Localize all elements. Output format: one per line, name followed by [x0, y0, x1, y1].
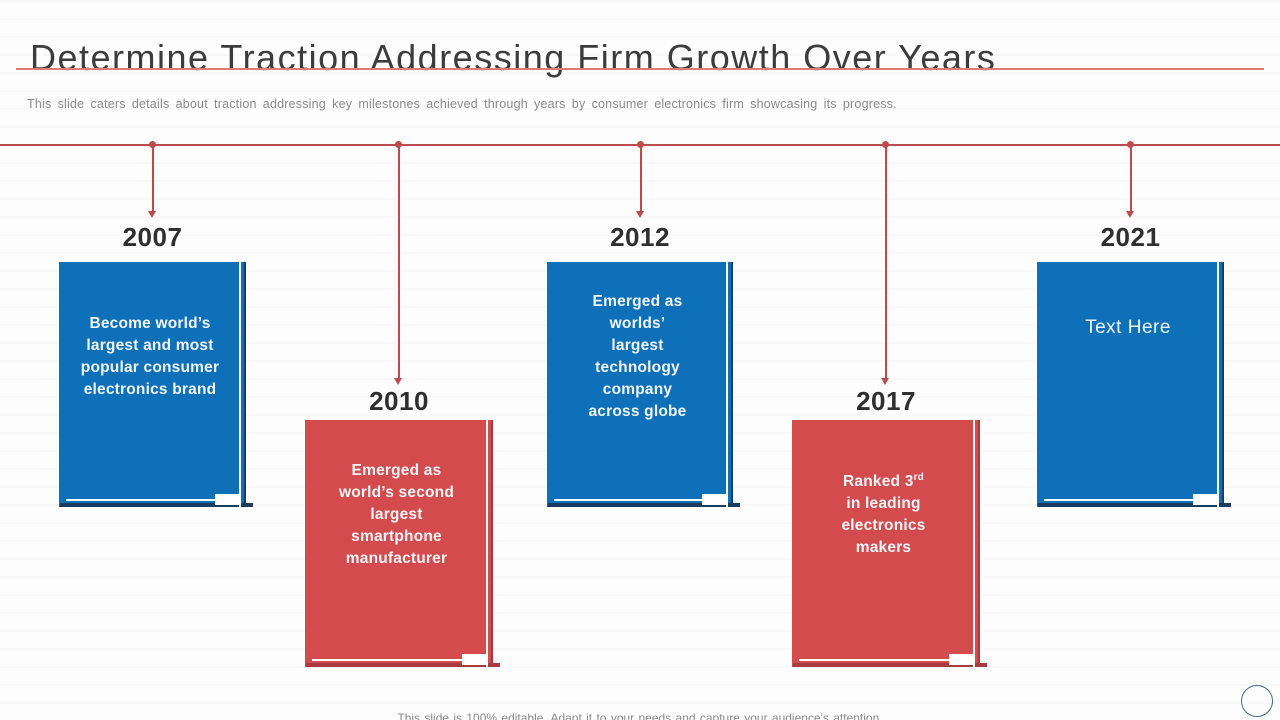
milestone-text-line: Become world’s [89, 315, 211, 332]
down-arrow-icon [636, 211, 644, 218]
card-right-edge [1222, 262, 1224, 507]
milestone-text-line: largest [611, 337, 664, 354]
card-white-hline [799, 659, 975, 661]
year-label: 2010 [369, 386, 429, 416]
milestone-text-line: technology [595, 359, 680, 376]
card-corner-tab [462, 654, 488, 665]
connector-line [398, 145, 400, 378]
milestone-card-2017: Ranked 3rd in leading electronics makers [792, 420, 987, 667]
connector-line [885, 145, 887, 378]
placeholder-text: Text Here [1085, 317, 1171, 338]
connector-line [152, 145, 154, 211]
card-white-vline [239, 262, 241, 507]
page-title: Determine Traction Addressing Firm Growt… [30, 37, 997, 79]
timeline-node-dot [637, 141, 644, 148]
card-white-vline [973, 420, 975, 667]
title-underline [16, 68, 1264, 70]
connector-line [1130, 145, 1132, 211]
milestone-text-line: worlds’ [609, 315, 666, 332]
connector-line [640, 145, 642, 211]
milestone-text-line: popular consumer [80, 359, 220, 376]
card-white-vline [1217, 262, 1219, 507]
card-right-edge [244, 262, 246, 507]
milestone-text-line: smartphone [351, 528, 442, 545]
year-label: 2012 [610, 222, 670, 252]
card-white-vline [486, 420, 488, 667]
slide-subtitle: This slide caters details about traction… [27, 96, 897, 111]
milestone-card-2007: Become world’s largest and most popular … [59, 262, 253, 507]
milestone-text-line: across globe [588, 403, 687, 420]
down-arrow-icon [1126, 211, 1134, 218]
milestone-text: Emerged as worlds’ largest technology co… [553, 262, 722, 452]
card-corner-tab [1193, 494, 1219, 505]
milestone-text-line: in leading [846, 495, 921, 512]
timeline-node-dot [882, 141, 889, 148]
card-white-hline [554, 499, 728, 501]
card-corner-tab [215, 494, 241, 505]
milestone-text-line: largest [370, 506, 423, 523]
timeline-node-dot [149, 141, 156, 148]
editable-note: This slide is 100% editable. Adapt it to… [397, 711, 883, 720]
milestone-text-line: manufacturer [345, 550, 448, 567]
milestone-text-line: Emerged as [351, 462, 442, 479]
card-white-hline [312, 659, 488, 661]
card-bottom-bar [306, 663, 500, 667]
milestone-text-line: company [602, 381, 673, 398]
milestone-text-line: Ranked 3rd [843, 471, 924, 493]
ranked-text: Ranked 3 [843, 473, 914, 490]
card-corner-tab [702, 494, 728, 505]
card-corner-tab [949, 654, 975, 665]
milestone-text-line: largest and most [86, 337, 214, 354]
card-right-edge [731, 262, 733, 507]
down-arrow-icon [881, 378, 889, 385]
milestone-text-line: world’s second [338, 484, 455, 501]
milestone-text: Emerged as world’s second largest smartp… [311, 420, 482, 610]
card-white-hline [66, 499, 241, 501]
milestone-text: Ranked 3rd in leading electronics makers [798, 420, 969, 610]
timeline-node-dot [1127, 141, 1134, 148]
card-bottom-bar [548, 503, 740, 507]
milestone-text-line: Emerged as [592, 293, 683, 310]
milestone-text-line: electronics [841, 517, 926, 534]
card-right-edge [978, 420, 980, 667]
year-label: 2021 [1100, 222, 1161, 252]
card-right-edge [491, 420, 493, 667]
card-white-hline [1044, 499, 1219, 501]
milestone-card-2012: Emerged as worlds’ largest technology co… [547, 262, 740, 507]
down-arrow-icon [148, 211, 156, 218]
card-bottom-bar [1038, 503, 1231, 507]
milestone-text-line: electronics brand [83, 381, 217, 398]
ordinal-suffix: rd [913, 471, 924, 483]
card-white-vline [726, 262, 728, 507]
milestone-card-2021: Text Here [1037, 262, 1231, 507]
milestone-text: Text Here [1043, 262, 1213, 394]
down-arrow-icon [394, 378, 402, 385]
timeline-node-dot [395, 141, 402, 148]
card-bottom-bar [60, 503, 253, 507]
milestone-text-line: makers [855, 539, 912, 556]
year-label: 2017 [856, 386, 916, 416]
year-label: 2007 [122, 222, 183, 252]
card-bottom-bar [793, 663, 987, 667]
milestone-card-2010: Emerged as world’s second largest smartp… [305, 420, 500, 667]
milestone-text: Become world’s largest and most popular … [65, 262, 235, 452]
decorative-circle [1241, 685, 1273, 717]
